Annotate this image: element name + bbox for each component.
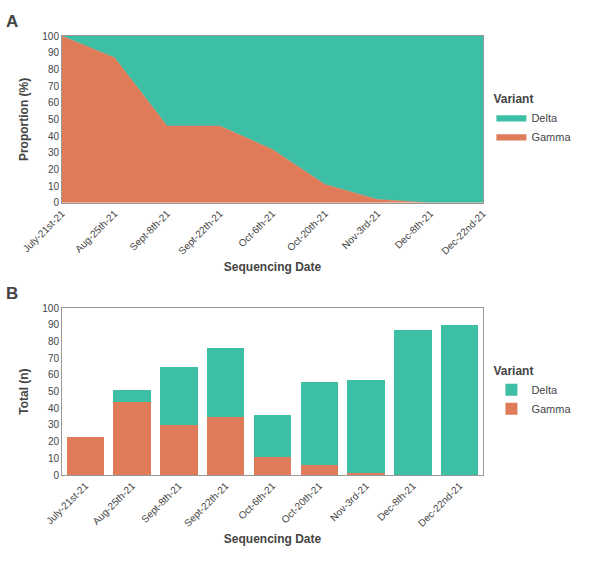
svg-text:70: 70 [48, 81, 60, 92]
svg-text:90: 90 [48, 319, 60, 330]
svg-text:50: 50 [48, 114, 60, 125]
svg-text:Dec-22nd-21: Dec-22nd-21 [416, 480, 465, 529]
svg-text:10: 10 [48, 181, 60, 192]
svg-text:40: 40 [48, 131, 60, 142]
svg-text:Sept-8th-21: Sept-8th-21 [127, 208, 172, 253]
svg-text:100: 100 [42, 303, 59, 314]
svg-text:Dec-8th-21: Dec-8th-21 [375, 480, 418, 523]
svg-text:Gamma: Gamma [531, 131, 571, 143]
svg-text:July-21st-21: July-21st-21 [21, 208, 68, 255]
svg-text:July-21st-21: July-21st-21 [44, 480, 91, 527]
svg-text:80: 80 [48, 64, 60, 75]
svg-text:Total (n): Total (n) [17, 368, 31, 414]
svg-text:50: 50 [48, 386, 60, 397]
svg-text:Aug-25th-21: Aug-25th-21 [73, 208, 120, 255]
svg-text:30: 30 [48, 147, 60, 158]
svg-text:70: 70 [48, 353, 60, 364]
svg-text:Variant: Variant [493, 364, 533, 378]
svg-text:Oct-20th-21: Oct-20th-21 [279, 480, 324, 525]
svg-text:20: 20 [48, 436, 60, 447]
svg-text:Oct-6th-21: Oct-6th-21 [236, 480, 277, 521]
svg-text:40: 40 [48, 403, 60, 414]
svg-text:Proportion (%): Proportion (%) [17, 78, 31, 161]
svg-text:Delta: Delta [531, 384, 558, 396]
svg-text:Nov-3rd-21: Nov-3rd-21 [328, 480, 371, 523]
svg-text:Sept-8th-21: Sept-8th-21 [139, 480, 184, 525]
svg-text:100: 100 [42, 31, 59, 42]
svg-text:Oct-20th-21: Oct-20th-21 [285, 208, 330, 253]
svg-text:Sequencing Date: Sequencing Date [224, 532, 322, 546]
svg-text:Sept-22th-21: Sept-22th-21 [176, 208, 225, 257]
svg-text:0: 0 [53, 197, 59, 208]
svg-text:Sequencing Date: Sequencing Date [224, 260, 322, 274]
svg-text:Gamma: Gamma [531, 403, 571, 415]
svg-text:Sept-22th-21: Sept-22th-21 [182, 480, 231, 529]
svg-text:10: 10 [48, 453, 60, 464]
svg-text:Variant: Variant [493, 92, 533, 106]
svg-text:Dec-22nd-21: Dec-22nd-21 [439, 208, 488, 257]
svg-text:A: A [6, 12, 18, 31]
svg-text:Delta: Delta [531, 112, 558, 124]
svg-text:30: 30 [48, 419, 60, 430]
svg-text:60: 60 [48, 97, 60, 108]
svg-text:20: 20 [48, 164, 60, 175]
svg-text:90: 90 [48, 47, 60, 58]
svg-text:Oct-6th-21: Oct-6th-21 [236, 208, 277, 249]
svg-text:Dec-8th-21: Dec-8th-21 [393, 208, 436, 251]
svg-text:0: 0 [53, 470, 59, 481]
svg-text:B: B [6, 284, 18, 303]
svg-text:Nov-3rd-21: Nov-3rd-21 [340, 208, 383, 251]
svg-text:Aug-25th-21: Aug-25th-21 [90, 480, 137, 527]
svg-text:60: 60 [48, 369, 60, 380]
svg-text:80: 80 [48, 336, 60, 347]
